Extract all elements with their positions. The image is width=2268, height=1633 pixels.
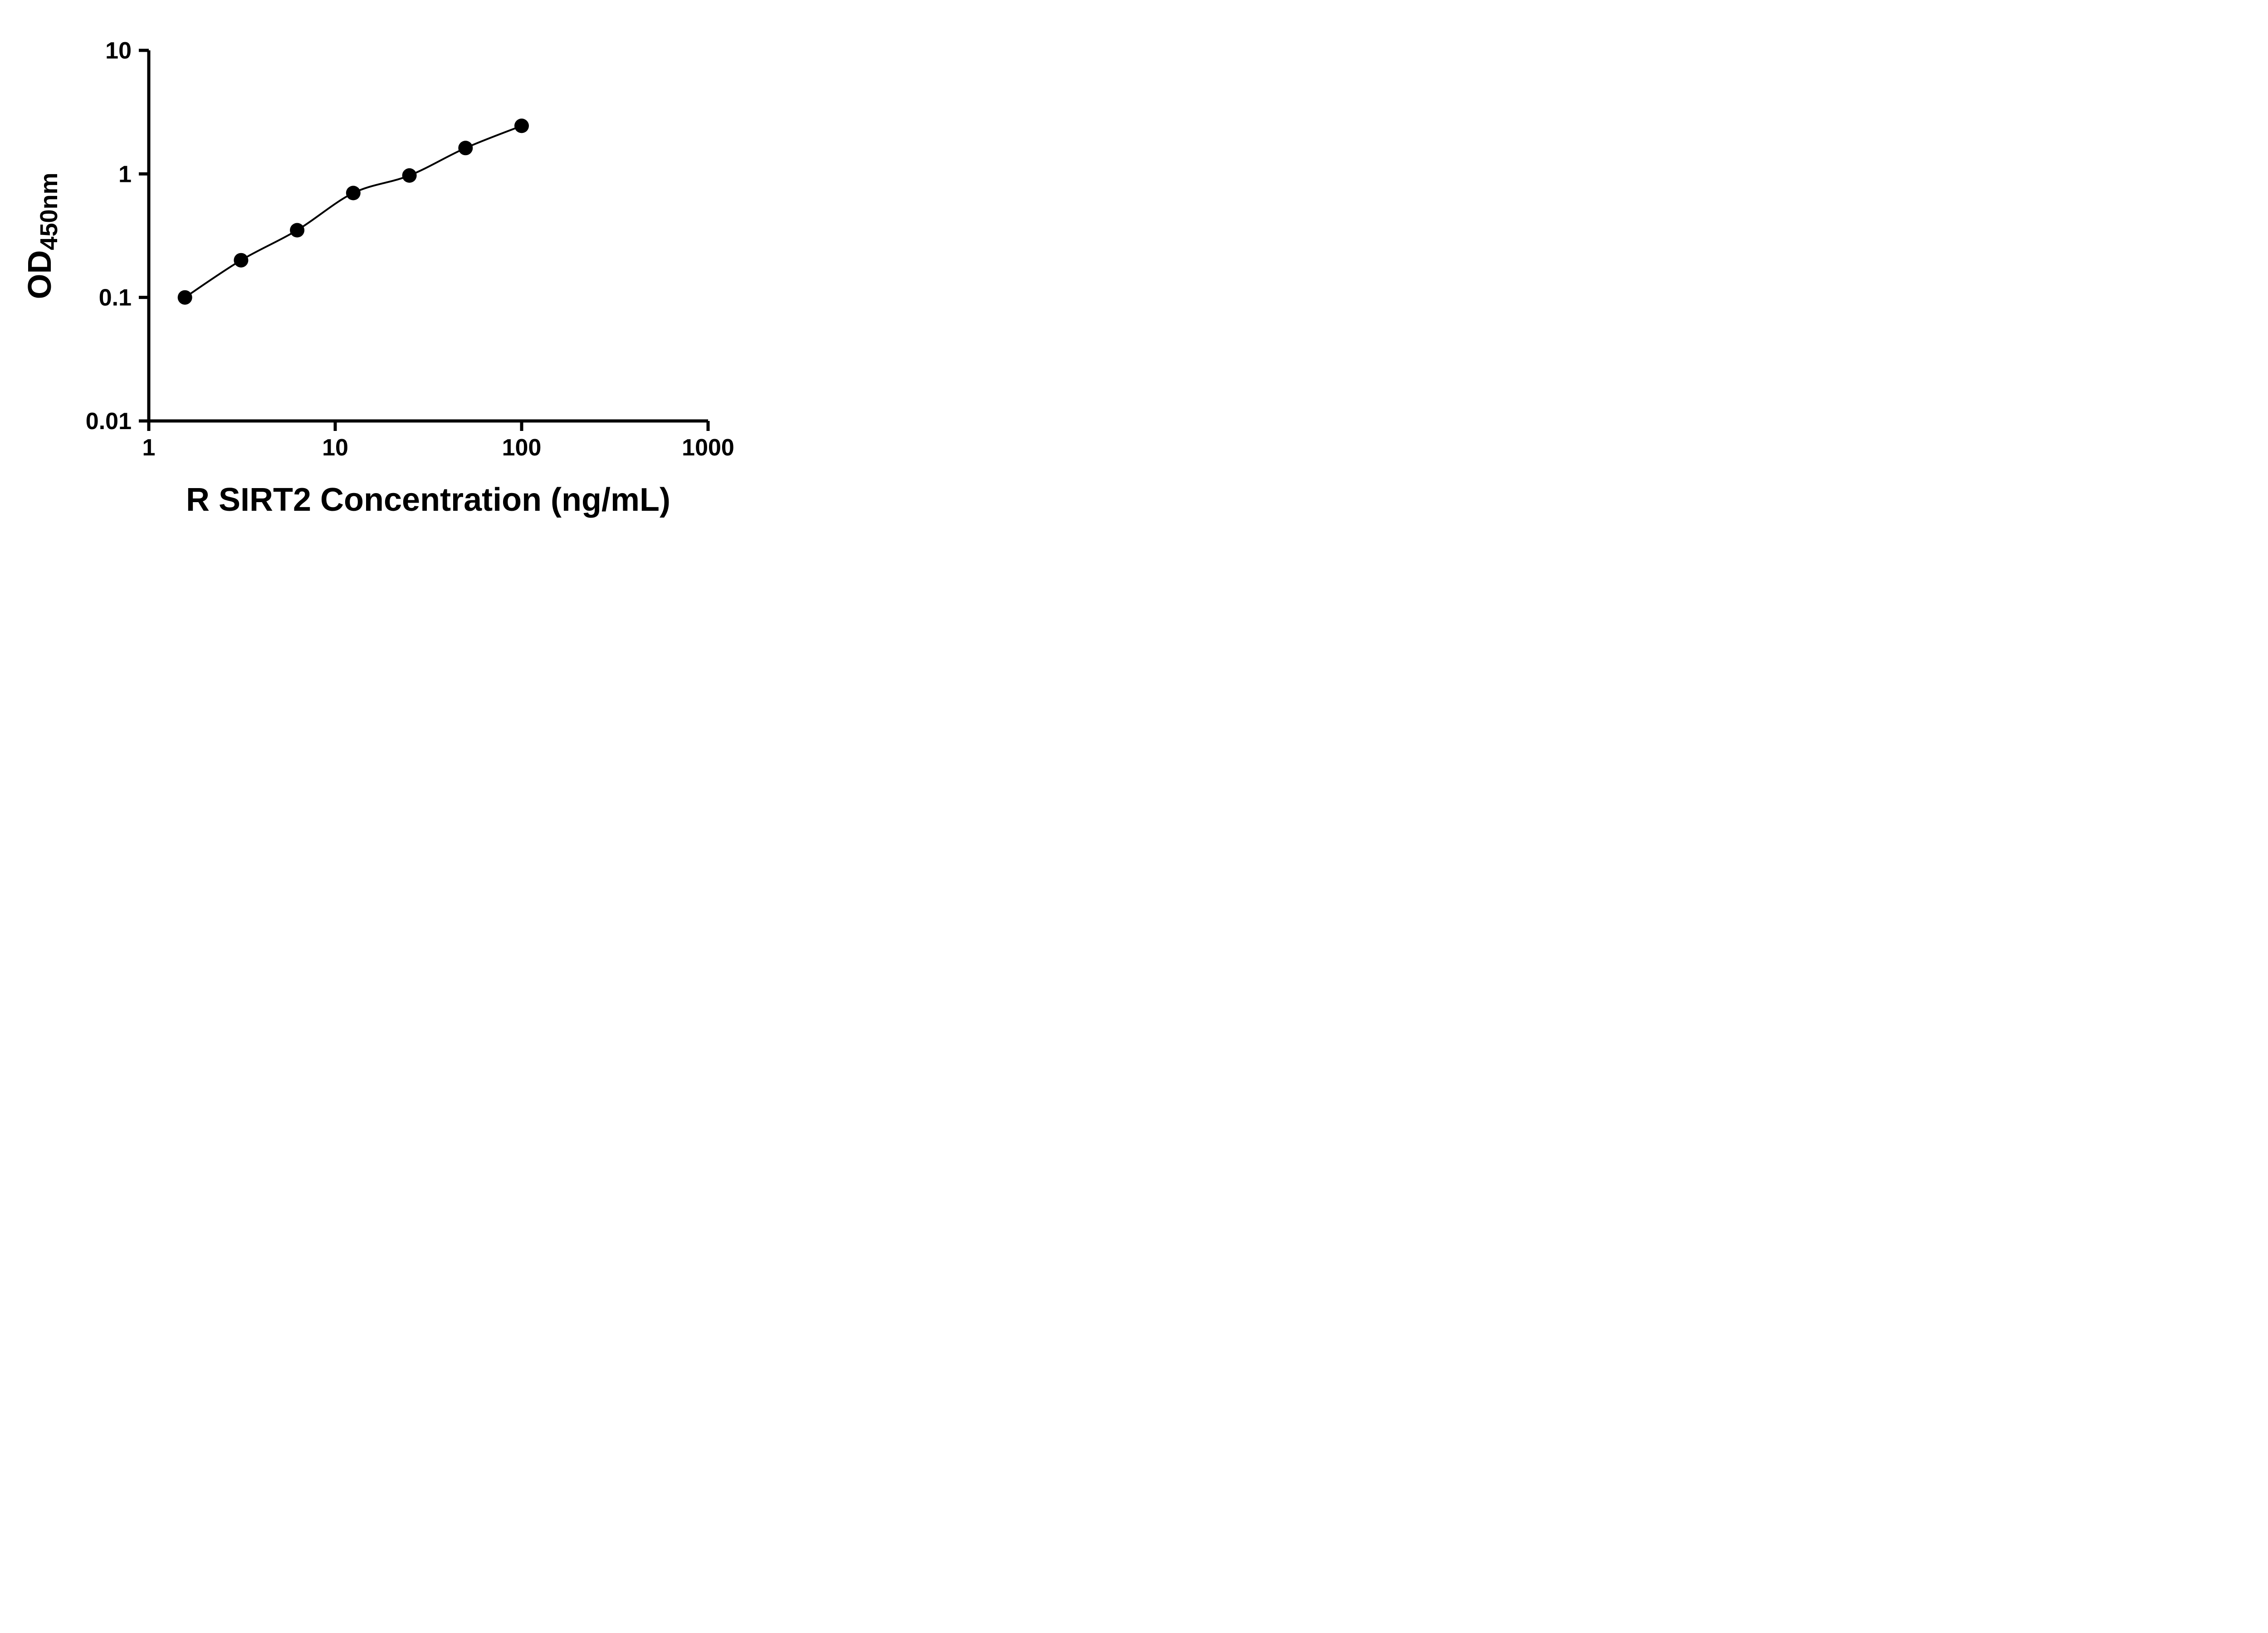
axis-frame — [147, 50, 708, 423]
data-point — [458, 141, 473, 156]
x-tick-label: 1 — [142, 435, 156, 461]
y-tick-label: 1 — [118, 161, 132, 187]
y-tick-label: 0.01 — [86, 408, 132, 435]
chart-svg: 1 10 100 1000 0.01 0.1 1 10 R SIRT2 Concentrati… — [22, 38, 734, 518]
data-point — [346, 186, 361, 200]
data-point — [290, 223, 305, 238]
y-axis-title: OD450nm — [22, 172, 63, 299]
y-tick-label: 0.1 — [99, 285, 132, 311]
data-point — [177, 290, 192, 305]
y-axis-title-main: OD — [22, 250, 58, 299]
x-tick-label: 1000 — [682, 435, 734, 461]
data-point — [234, 253, 249, 268]
data-point — [514, 118, 529, 133]
elisa-standard-curve-figure: 1 10 100 1000 0.01 0.1 1 10 R SIRT2 Concentrati… — [0, 0, 777, 544]
y-tick-label: 10 — [105, 38, 132, 64]
x-tick-label: 10 — [322, 435, 348, 461]
x-tick-label: 100 — [502, 435, 542, 461]
x-axis-title: R SIRT2 Concentration (ng/mL) — [186, 482, 670, 518]
y-axis-title-sub: 450nm — [35, 172, 63, 250]
data-point — [402, 168, 417, 183]
plot-area: 1 10 100 1000 0.01 0.1 1 10 — [86, 38, 734, 461]
